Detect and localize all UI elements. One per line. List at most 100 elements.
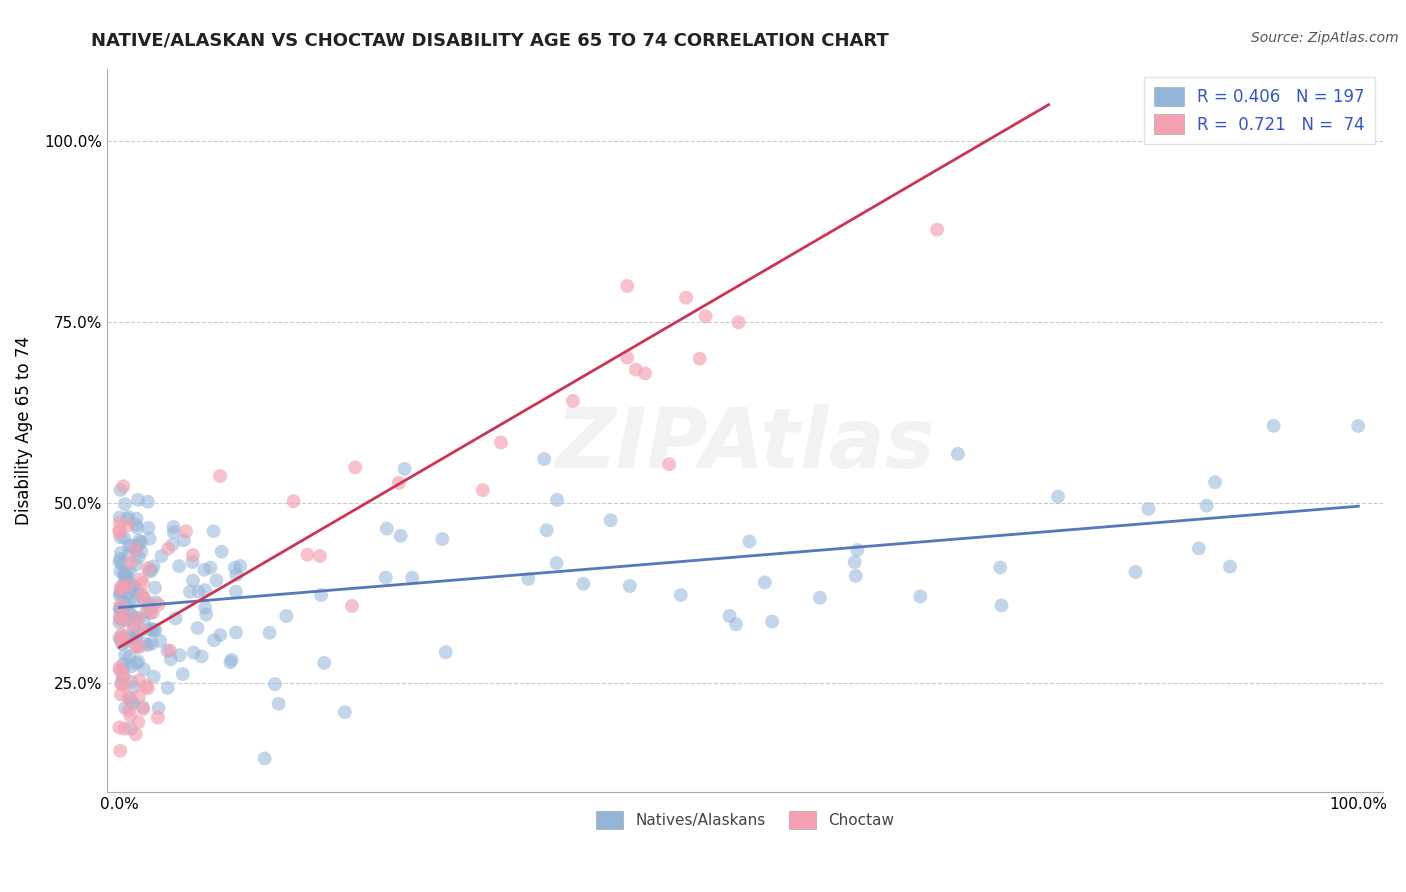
- Point: [117, 690, 139, 705]
- Point: [394, 462, 416, 476]
- Point: [108, 586, 131, 600]
- Point: [120, 708, 142, 723]
- Point: [162, 520, 184, 534]
- Point: [112, 668, 135, 682]
- Point: [108, 601, 131, 615]
- Point: [128, 673, 150, 688]
- Point: [536, 524, 558, 538]
- Point: [179, 584, 201, 599]
- Point: [205, 574, 228, 588]
- Point: [114, 648, 136, 662]
- Point: [136, 561, 159, 575]
- Point: [276, 609, 298, 624]
- Point: [127, 640, 149, 654]
- Point: [187, 584, 209, 599]
- Text: NATIVE/ALASKAN VS CHOCTAW DISABILITY AGE 65 TO 74 CORRELATION CHART: NATIVE/ALASKAN VS CHOCTAW DISABILITY AGE…: [91, 31, 889, 49]
- Point: [111, 670, 134, 684]
- Point: [738, 534, 761, 549]
- Point: [129, 573, 152, 587]
- Point: [1125, 565, 1147, 579]
- Point: [333, 705, 356, 719]
- Point: [389, 529, 412, 543]
- Point: [136, 638, 159, 652]
- Point: [141, 564, 163, 578]
- Point: [169, 648, 191, 663]
- Point: [138, 602, 160, 616]
- Point: [114, 570, 136, 584]
- Point: [844, 555, 866, 569]
- Point: [115, 635, 138, 649]
- Point: [187, 621, 209, 635]
- Point: [110, 546, 132, 560]
- Point: [675, 291, 697, 305]
- Point: [122, 594, 145, 608]
- Point: [432, 532, 454, 546]
- Point: [125, 517, 148, 532]
- Point: [124, 727, 146, 741]
- Point: [148, 598, 170, 612]
- Point: [114, 612, 136, 626]
- Point: [761, 615, 783, 629]
- Point: [194, 600, 217, 615]
- Point: [202, 524, 225, 538]
- Point: [165, 611, 187, 625]
- Point: [118, 613, 141, 627]
- Point: [990, 599, 1012, 613]
- Point: [145, 595, 167, 609]
- Point: [139, 597, 162, 611]
- Point: [108, 516, 131, 530]
- Point: [122, 680, 145, 694]
- Point: [138, 521, 160, 535]
- Point: [112, 479, 135, 493]
- Point: [115, 588, 138, 602]
- Point: [340, 599, 363, 613]
- Point: [658, 457, 681, 471]
- Point: [132, 702, 155, 716]
- Point: [118, 596, 141, 610]
- Point: [225, 584, 247, 599]
- Point: [845, 569, 868, 583]
- Point: [110, 579, 132, 593]
- Point: [211, 544, 233, 558]
- Point: [1347, 419, 1369, 434]
- Point: [138, 564, 160, 578]
- Point: [127, 492, 149, 507]
- Point: [134, 591, 156, 606]
- Point: [202, 633, 225, 648]
- Point: [108, 615, 131, 630]
- Point: [125, 640, 148, 654]
- Point: [128, 533, 150, 548]
- Point: [546, 556, 568, 570]
- Point: [150, 549, 173, 563]
- Point: [124, 631, 146, 645]
- Point: [225, 625, 247, 640]
- Point: [146, 710, 169, 724]
- Point: [1195, 499, 1218, 513]
- Point: [125, 543, 148, 558]
- Point: [374, 571, 396, 585]
- Point: [195, 607, 218, 622]
- Point: [143, 581, 166, 595]
- Point: [808, 591, 831, 605]
- Point: [259, 625, 281, 640]
- Point: [118, 539, 141, 553]
- Point: [724, 617, 747, 632]
- Point: [110, 565, 132, 579]
- Point: [114, 722, 136, 736]
- Text: ZIPAtlas: ZIPAtlas: [555, 404, 935, 485]
- Point: [122, 579, 145, 593]
- Point: [120, 722, 142, 736]
- Point: [108, 720, 131, 734]
- Point: [283, 494, 305, 508]
- Point: [141, 622, 163, 636]
- Point: [1137, 502, 1160, 516]
- Point: [118, 691, 141, 706]
- Point: [229, 559, 252, 574]
- Point: [111, 581, 134, 595]
- Point: [927, 222, 949, 236]
- Point: [111, 585, 134, 599]
- Point: [125, 558, 148, 572]
- Point: [127, 655, 149, 669]
- Point: [174, 524, 197, 539]
- Point: [120, 674, 142, 689]
